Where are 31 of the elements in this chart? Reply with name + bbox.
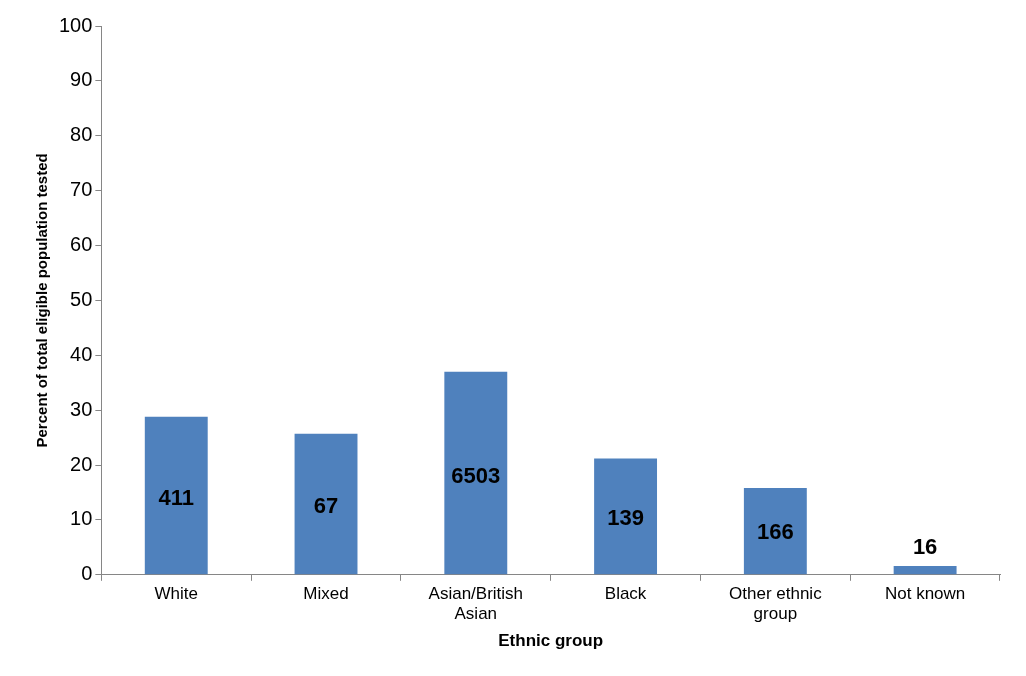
annotation: 16 — [912, 534, 938, 560]
y-tick-label: 50 — [70, 287, 93, 310]
y-tick-label: 100 — [58, 13, 93, 36]
y-tick-label: 0 — [81, 562, 93, 585]
bar — [594, 458, 658, 575]
annotation: 67 — [313, 492, 339, 518]
bar — [144, 416, 208, 575]
y-tick-label: 60 — [70, 233, 93, 256]
y-tick-label: 90 — [70, 68, 93, 91]
y-tick-label: 30 — [70, 397, 93, 420]
y-tick-label: 10 — [70, 507, 93, 530]
annotation: 411 — [158, 484, 195, 510]
annotation: 6503 — [451, 463, 501, 489]
x-tick-label: Asian/British Asian — [428, 583, 524, 624]
bar — [743, 488, 807, 575]
y-axis-title: Percent of total eligible population tested — [33, 153, 51, 448]
bar — [294, 433, 358, 575]
x-tick-label: Mixed — [303, 583, 349, 603]
bar — [893, 566, 957, 575]
annotation: 139 — [607, 504, 644, 530]
y-tick-label: 70 — [70, 178, 93, 201]
annotation: 166 — [756, 518, 794, 544]
x-tick-label: White — [154, 583, 198, 603]
x-tick-label: Not known — [884, 583, 966, 603]
x-tick-label: Black — [604, 583, 647, 603]
x-axis-title: Ethnic group — [498, 631, 604, 651]
y-tick-label: 80 — [70, 123, 93, 146]
bar — [444, 371, 508, 575]
x-tick-label: Other ethnic group — [729, 583, 823, 624]
y-tick-label: 20 — [70, 452, 93, 475]
y-tick-label: 40 — [70, 342, 93, 365]
